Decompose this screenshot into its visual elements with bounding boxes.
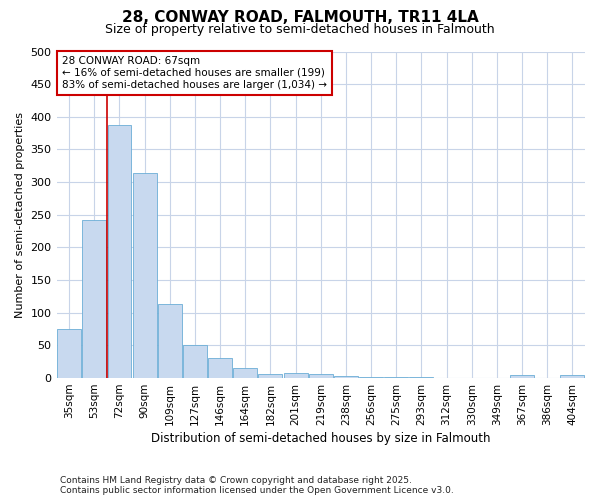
Bar — [334, 376, 358, 378]
Bar — [560, 376, 584, 378]
Bar — [233, 368, 257, 378]
Bar — [158, 304, 182, 378]
Text: Size of property relative to semi-detached houses in Falmouth: Size of property relative to semi-detach… — [105, 22, 495, 36]
Text: 28 CONWAY ROAD: 67sqm
← 16% of semi-detached houses are smaller (199)
83% of sem: 28 CONWAY ROAD: 67sqm ← 16% of semi-deta… — [62, 56, 327, 90]
Bar — [133, 173, 157, 378]
Bar — [57, 329, 81, 378]
Bar — [107, 124, 131, 378]
Text: Contains HM Land Registry data © Crown copyright and database right 2025.
Contai: Contains HM Land Registry data © Crown c… — [60, 476, 454, 495]
Bar — [284, 374, 308, 378]
Bar — [309, 374, 333, 378]
Bar — [259, 374, 283, 378]
Bar — [183, 346, 207, 378]
Y-axis label: Number of semi-detached properties: Number of semi-detached properties — [15, 112, 25, 318]
Bar — [359, 377, 383, 378]
Bar — [82, 220, 106, 378]
Bar — [510, 376, 534, 378]
Bar — [208, 358, 232, 378]
X-axis label: Distribution of semi-detached houses by size in Falmouth: Distribution of semi-detached houses by … — [151, 432, 491, 445]
Text: 28, CONWAY ROAD, FALMOUTH, TR11 4LA: 28, CONWAY ROAD, FALMOUTH, TR11 4LA — [122, 10, 478, 25]
